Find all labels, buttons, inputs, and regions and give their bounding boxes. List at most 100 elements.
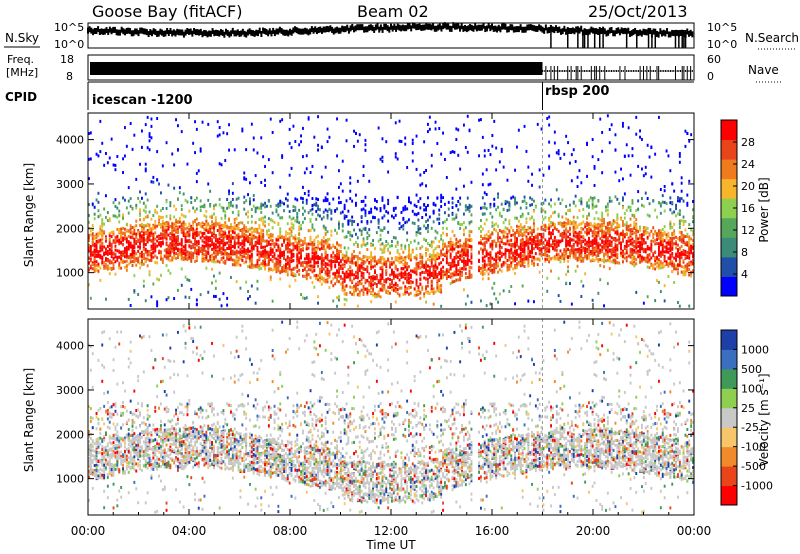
echo-cell <box>436 217 439 221</box>
echo-cell <box>148 228 151 232</box>
echo-cell <box>277 254 280 258</box>
echo-cell <box>286 198 289 202</box>
echo-cell <box>152 236 155 240</box>
echo-cell <box>256 260 259 264</box>
echo-cell <box>247 247 249 251</box>
echo-cell <box>317 198 319 201</box>
echo-cell <box>233 261 236 265</box>
echo-cell <box>425 285 427 289</box>
echo-cell <box>302 296 304 300</box>
echo-cell <box>124 250 126 254</box>
echo-cell <box>254 301 257 305</box>
echo-cell <box>370 291 373 295</box>
echo-cell <box>391 270 393 274</box>
echo-cell <box>303 274 306 278</box>
echo-cell <box>404 136 407 140</box>
echo-cell <box>413 255 416 259</box>
echo-cell <box>447 249 450 253</box>
echo-cell <box>93 242 96 246</box>
echo-cell <box>483 259 486 263</box>
echo-cell <box>438 245 441 249</box>
echo-cell <box>156 244 159 248</box>
echo-cell <box>131 230 134 234</box>
echo-cell <box>252 148 255 152</box>
echo-cell <box>281 118 284 122</box>
echo-cell <box>398 256 401 260</box>
echo-cell <box>311 266 314 270</box>
echo-cell <box>218 240 221 244</box>
echo-cell <box>294 140 297 143</box>
echo-cell <box>425 252 427 255</box>
echo-cell <box>214 239 217 243</box>
echo-cell <box>213 255 215 259</box>
echo-cell <box>205 215 208 219</box>
echo-cell <box>317 278 319 282</box>
echo-cell <box>415 267 418 271</box>
echo-cell <box>506 233 509 236</box>
echo-cell <box>243 247 246 251</box>
echo-cell <box>106 258 109 262</box>
echo-cell <box>150 252 153 256</box>
echo-cell <box>307 260 310 264</box>
echo-cell <box>353 290 355 294</box>
echo-cell <box>353 292 355 296</box>
echo-cell <box>294 240 297 244</box>
echo-cell <box>226 241 229 245</box>
echo-cell <box>144 215 147 219</box>
echo-cell <box>131 226 134 229</box>
echo-cell <box>235 259 238 263</box>
echo-cell <box>213 229 215 232</box>
echo-cell <box>442 258 444 262</box>
echo-cell <box>129 244 132 248</box>
echo-cell <box>406 268 409 271</box>
echo-cell <box>493 202 496 206</box>
echo-cell <box>273 253 276 257</box>
echo-cell <box>459 278 462 282</box>
echo-cell <box>466 257 469 261</box>
echo-cell <box>362 260 365 264</box>
echo-cell <box>404 270 407 274</box>
echo-cell <box>192 243 195 246</box>
echo-cell <box>146 224 149 227</box>
echo-cell <box>211 243 213 247</box>
echo-cell <box>211 281 213 285</box>
echo-cell <box>88 220 90 224</box>
echo-cell <box>112 232 115 236</box>
echo-cell <box>231 191 234 195</box>
echo-cell <box>292 205 295 208</box>
echo-cell <box>366 241 369 245</box>
echo-cell <box>171 245 174 249</box>
echo-cell <box>258 235 261 239</box>
echo-cell <box>409 256 412 260</box>
echo-cell <box>105 215 107 219</box>
echo-cell <box>453 217 456 221</box>
echo-cell <box>491 264 494 268</box>
echo-cell <box>156 239 159 243</box>
echo-cell <box>485 207 488 211</box>
echo-cell <box>349 176 352 180</box>
echo-cell <box>447 213 450 217</box>
echo-cell <box>298 225 301 229</box>
echo-cell <box>464 253 467 257</box>
echo-cell <box>463 256 465 260</box>
echo-cell <box>228 243 230 247</box>
echo-cell <box>146 253 149 257</box>
echo-cell <box>411 250 414 254</box>
echo-cell <box>489 211 492 215</box>
echo-cell <box>214 254 217 258</box>
echo-cell <box>271 249 274 252</box>
echo-cell <box>262 232 265 236</box>
echo-cell <box>404 258 407 262</box>
echo-cell <box>364 226 367 230</box>
echo-cell <box>114 241 117 245</box>
echo-cell <box>504 254 507 258</box>
echo-cell <box>226 234 229 238</box>
echo-cell <box>453 264 456 268</box>
echo-cell <box>277 235 280 239</box>
echo-cell <box>226 257 229 261</box>
echo-cell <box>324 250 327 254</box>
echo-cell <box>218 133 221 137</box>
echo-cell <box>142 256 145 260</box>
echo-cell <box>224 159 227 162</box>
echo-cell <box>262 254 265 258</box>
